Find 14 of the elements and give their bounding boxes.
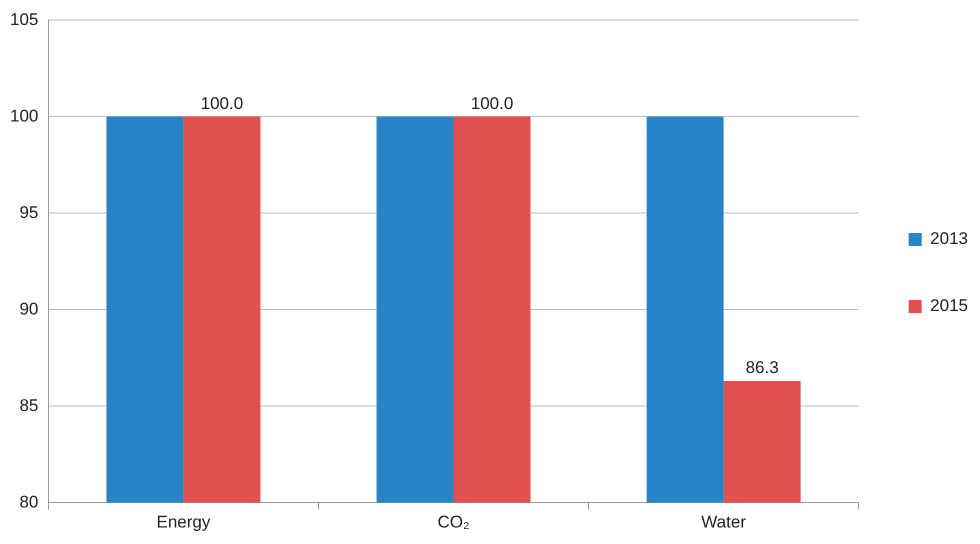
y-tick-label: 85 xyxy=(19,396,38,415)
data-label: 100.0 xyxy=(200,94,244,113)
y-tick-label: 100 xyxy=(10,106,38,126)
legend-label: 2013 xyxy=(930,229,968,248)
y-tick-label: 90 xyxy=(19,299,38,318)
data-label: 100.0 xyxy=(470,94,514,113)
y-tick-label: 80 xyxy=(19,492,38,512)
data-label: 86.3 xyxy=(746,358,779,378)
legend-label: 2015 xyxy=(930,296,968,316)
y-tick-label: 105 xyxy=(10,10,38,29)
x-tick-label: Water xyxy=(701,512,746,532)
x-tick-label: Energy xyxy=(156,512,211,532)
y-tick-label: 95 xyxy=(19,202,38,222)
x-tick-label: CO₂ xyxy=(437,512,470,532)
